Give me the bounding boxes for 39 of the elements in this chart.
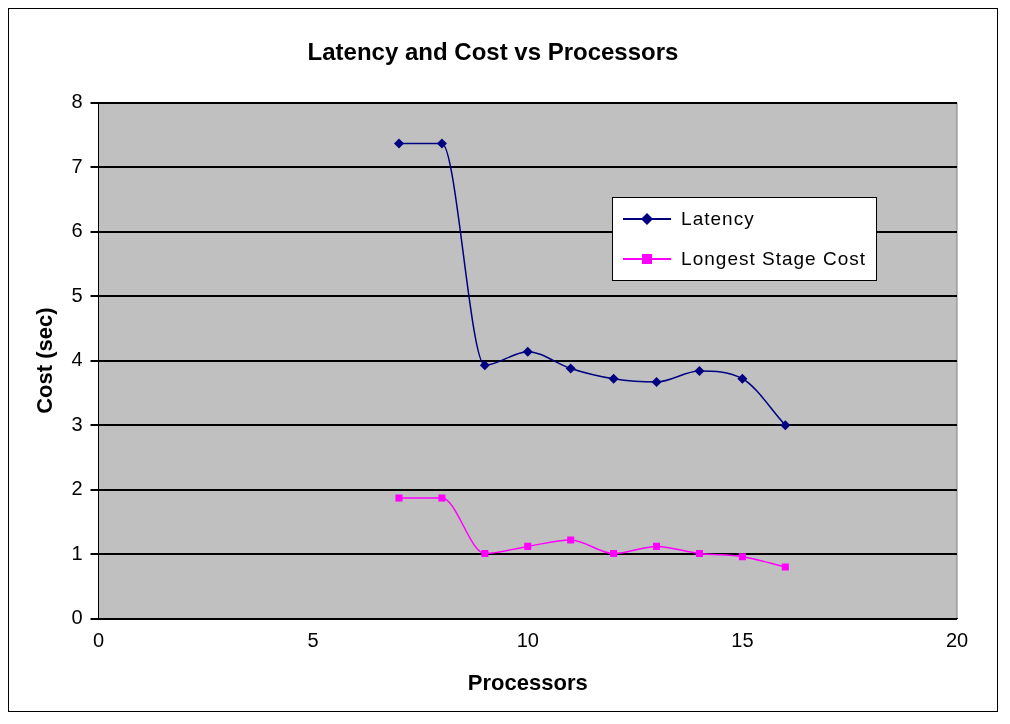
chart-title: Latency and Cost vs Processors <box>307 38 679 66</box>
point <box>479 360 490 371</box>
point <box>565 363 576 374</box>
point <box>608 373 619 384</box>
y-tick-label: 2 <box>71 477 83 500</box>
x-tick-label: 15 <box>731 629 754 652</box>
y-axis-title: Cost (sec) <box>32 307 58 414</box>
y-tick-label: 1 <box>71 541 83 564</box>
x-tick-label: 10 <box>516 629 539 652</box>
x-axis-title: Processors <box>467 669 588 695</box>
point <box>395 494 403 502</box>
point <box>653 542 661 550</box>
y-tick-label: 0 <box>71 606 83 629</box>
x-tick-label: 20 <box>945 629 969 652</box>
y-tick-label: 4 <box>71 348 83 371</box>
x-tick-label: 0 <box>92 629 105 652</box>
legend-label: Latency <box>681 208 755 230</box>
point <box>436 138 447 149</box>
x-tick-label: 5 <box>307 629 319 652</box>
point <box>651 376 662 387</box>
y-tick-label: 3 <box>71 412 83 435</box>
y-tick-label: 5 <box>71 283 83 306</box>
y-tick-label: 6 <box>71 219 83 242</box>
point <box>737 373 748 384</box>
point <box>481 549 489 558</box>
point <box>610 549 618 558</box>
point <box>567 536 575 544</box>
point <box>694 366 705 377</box>
point <box>780 420 791 431</box>
legend-label: Longest Stage Cost <box>681 248 866 270</box>
y-tick-label: 8 <box>71 90 83 113</box>
point <box>738 553 746 561</box>
point <box>522 346 533 357</box>
point <box>393 138 404 149</box>
point <box>438 494 446 502</box>
point <box>524 542 532 550</box>
point <box>695 549 703 558</box>
point <box>781 563 789 571</box>
y-tick-label: 7 <box>71 154 83 177</box>
